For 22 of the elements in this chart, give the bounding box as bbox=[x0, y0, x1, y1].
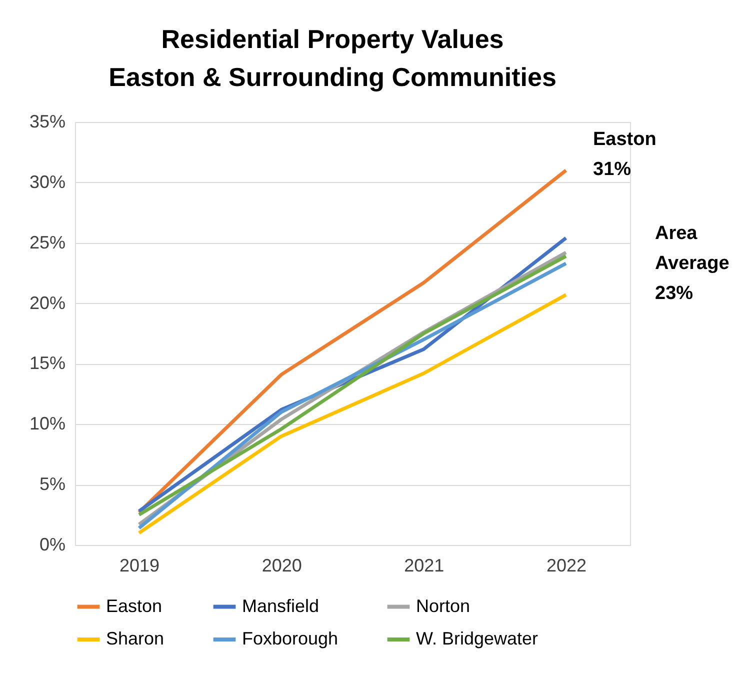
y-tick-label: 30% bbox=[29, 172, 66, 192]
x-tick-label: 2022 bbox=[546, 556, 586, 576]
line-series bbox=[137, 168, 568, 514]
y-tick-label: 5% bbox=[39, 474, 66, 494]
legend-label: W. Bridgewater bbox=[416, 628, 538, 648]
legend-label: Easton bbox=[106, 596, 162, 616]
y-tick-label: 25% bbox=[29, 232, 66, 252]
y-tick-label: 35% bbox=[29, 112, 66, 132]
x-tick-label: 2021 bbox=[404, 556, 444, 576]
legend-label: Foxborough bbox=[242, 628, 338, 648]
legend-label: Sharon bbox=[106, 628, 164, 648]
y-tick-label: 20% bbox=[29, 292, 66, 313]
x-tick-label: 2020 bbox=[262, 556, 302, 576]
y-tick-label: 10% bbox=[29, 414, 66, 434]
x-tick-label: 2019 bbox=[120, 556, 160, 576]
legend-label: Norton bbox=[416, 596, 470, 616]
y-tick-label: 15% bbox=[29, 353, 66, 374]
y-tick-label: 0% bbox=[39, 534, 66, 554]
annotation: Easton 31% bbox=[593, 129, 656, 180]
legend-label: Mansfield bbox=[242, 596, 320, 616]
chart-title: Residential Property Values Easton & Surrounding Communities bbox=[108, 24, 556, 92]
text: Area Average 23% bbox=[655, 223, 730, 304]
